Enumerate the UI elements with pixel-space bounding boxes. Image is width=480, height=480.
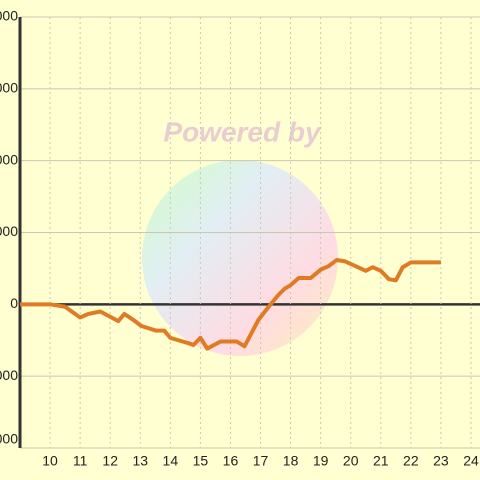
x-tick-label: 23 xyxy=(433,453,449,469)
y-tick-label: 3,000 xyxy=(0,223,18,239)
y-tick-label: -3,000 xyxy=(0,367,18,383)
x-tick-label: 21 xyxy=(373,453,389,469)
y-tick-label: 0 xyxy=(10,295,18,311)
plot xyxy=(20,258,441,351)
x-tick-label: 14 xyxy=(163,453,179,469)
x-tick-label: 11 xyxy=(73,453,88,469)
grid xyxy=(18,16,480,449)
watermark: Powered by xyxy=(163,116,322,147)
x-tick-label: 19 xyxy=(313,453,329,469)
x-tick-label: 18 xyxy=(283,453,299,469)
y-tick-label: 12,000 xyxy=(0,8,18,24)
x-tick-label: 17 xyxy=(253,453,269,469)
x-tick-label: 12 xyxy=(102,453,118,469)
x-tick-label: 24 xyxy=(463,453,479,469)
watermark-logo xyxy=(142,160,338,356)
x-tick-label: 22 xyxy=(403,453,419,469)
x-tick-label: 10 xyxy=(42,453,58,469)
y-tick-label: 9,000 xyxy=(0,80,18,96)
x-tick-label: 16 xyxy=(223,453,239,469)
y-tick-label: -6,000 xyxy=(0,431,18,447)
x-tick-label: 15 xyxy=(193,453,209,469)
y-tick-label: 6,000 xyxy=(0,151,18,167)
x-tick-label: 13 xyxy=(132,453,148,469)
series-line xyxy=(20,258,441,351)
x-tick-label: 20 xyxy=(343,453,359,469)
